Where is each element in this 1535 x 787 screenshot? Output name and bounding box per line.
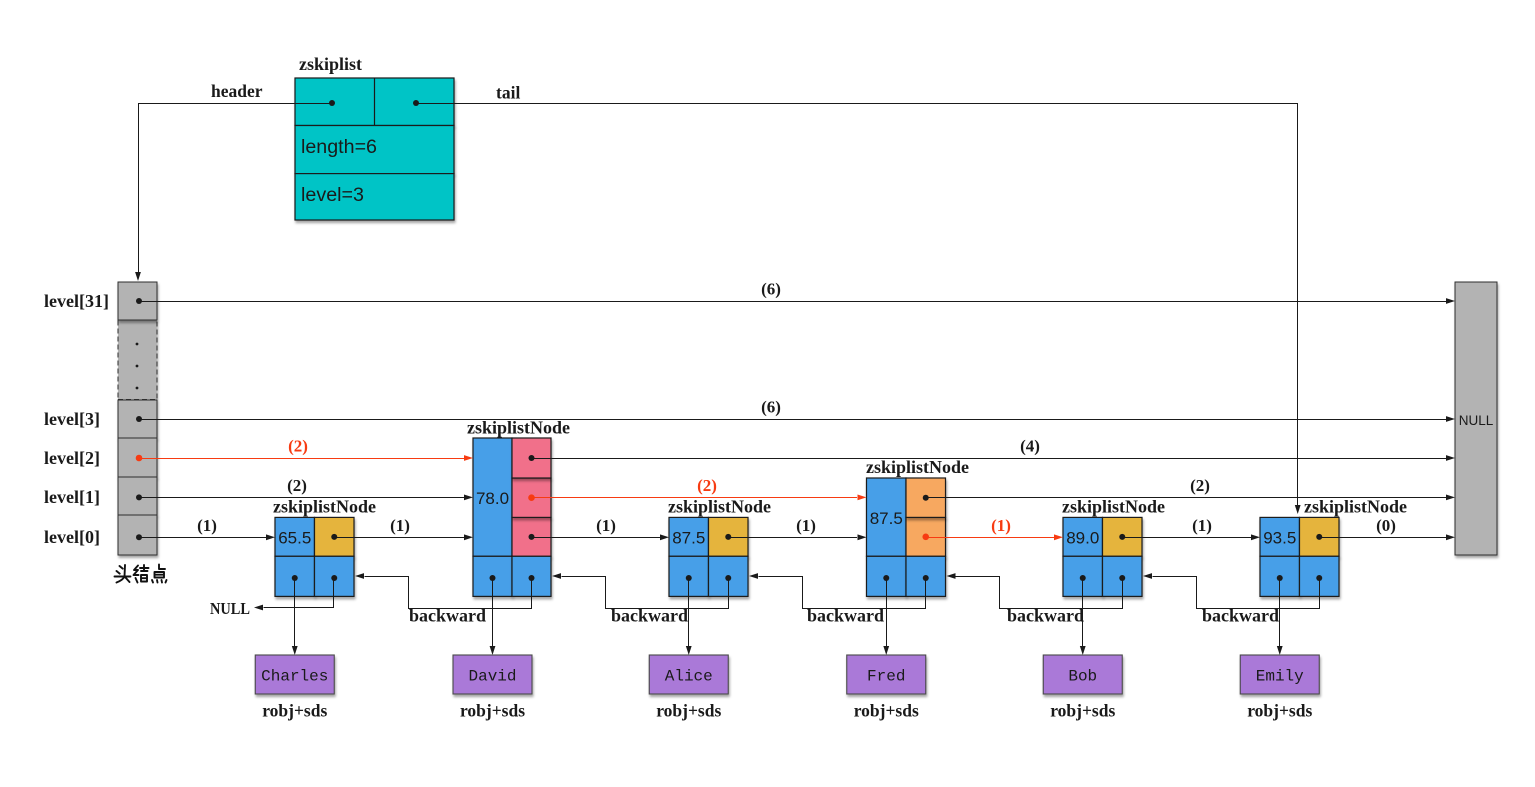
svg-text:(1): (1) bbox=[796, 516, 816, 535]
svg-text:backward: backward bbox=[611, 606, 688, 626]
svg-text:backward: backward bbox=[807, 606, 884, 626]
svg-text:level[1]: level[1] bbox=[44, 487, 100, 507]
svg-text:robj+sds: robj+sds bbox=[656, 701, 721, 721]
svg-text:level[31]: level[31] bbox=[44, 291, 109, 311]
svg-text:65.5: 65.5 bbox=[278, 529, 311, 548]
svg-text:zskiplistNode: zskiplistNode bbox=[1062, 497, 1165, 517]
svg-text:zskiplistNode: zskiplistNode bbox=[273, 497, 376, 517]
svg-text:(0): (0) bbox=[1376, 516, 1396, 535]
svg-text:level=3: level=3 bbox=[301, 185, 364, 206]
svg-text:Emily: Emily bbox=[1256, 668, 1304, 686]
svg-text:level[3]: level[3] bbox=[44, 409, 100, 429]
svg-text:zskiplistNode: zskiplistNode bbox=[467, 418, 570, 438]
svg-text:Bob: Bob bbox=[1068, 668, 1097, 686]
svg-text:(1): (1) bbox=[390, 516, 410, 535]
svg-text:level[0]: level[0] bbox=[44, 527, 100, 547]
svg-text:Alice: Alice bbox=[665, 668, 713, 686]
svg-text:zskiplistNode: zskiplistNode bbox=[668, 497, 771, 517]
svg-text:robj+sds: robj+sds bbox=[460, 701, 525, 721]
svg-text:87.5: 87.5 bbox=[870, 509, 903, 528]
svg-text:(2): (2) bbox=[287, 476, 307, 495]
svg-text:(2): (2) bbox=[697, 476, 717, 495]
svg-text:tail: tail bbox=[496, 83, 520, 103]
svg-text:(2): (2) bbox=[1190, 476, 1210, 495]
svg-text:backward: backward bbox=[1007, 606, 1084, 626]
svg-text:(1): (1) bbox=[596, 516, 616, 535]
svg-text:NULL: NULL bbox=[210, 599, 250, 618]
svg-text:93.5: 93.5 bbox=[1263, 529, 1296, 548]
svg-text:zskiplistNode: zskiplistNode bbox=[1304, 497, 1407, 517]
svg-text:level[2]: level[2] bbox=[44, 448, 100, 468]
svg-text:NULL: NULL bbox=[1459, 413, 1494, 428]
svg-text:(6): (6) bbox=[761, 280, 781, 299]
svg-text:robj+sds: robj+sds bbox=[1050, 701, 1115, 721]
svg-text:(4): (4) bbox=[1020, 437, 1040, 456]
svg-text:89.0: 89.0 bbox=[1066, 529, 1099, 548]
svg-text:robj+sds: robj+sds bbox=[262, 701, 327, 721]
svg-text:(1): (1) bbox=[1192, 516, 1212, 535]
svg-text:Fred: Fred bbox=[867, 668, 905, 686]
svg-text:(1): (1) bbox=[197, 516, 217, 535]
svg-text:backward: backward bbox=[1202, 606, 1279, 626]
svg-text:header: header bbox=[211, 81, 263, 101]
svg-text:zskiplistNode: zskiplistNode bbox=[866, 457, 969, 477]
svg-text:robj+sds: robj+sds bbox=[854, 701, 919, 721]
svg-text:78.0: 78.0 bbox=[476, 489, 509, 508]
svg-text:David: David bbox=[468, 668, 516, 686]
svg-text:backward: backward bbox=[409, 606, 486, 626]
svg-text:length=6: length=6 bbox=[301, 137, 377, 158]
svg-text:Charles: Charles bbox=[261, 668, 328, 686]
svg-text:87.5: 87.5 bbox=[672, 529, 705, 548]
svg-text:zskiplist: zskiplist bbox=[299, 54, 362, 74]
svg-text:(2): (2) bbox=[288, 437, 308, 456]
svg-text:(1): (1) bbox=[991, 516, 1011, 535]
svg-text:(6): (6) bbox=[761, 398, 781, 417]
svg-text:robj+sds: robj+sds bbox=[1247, 701, 1312, 721]
